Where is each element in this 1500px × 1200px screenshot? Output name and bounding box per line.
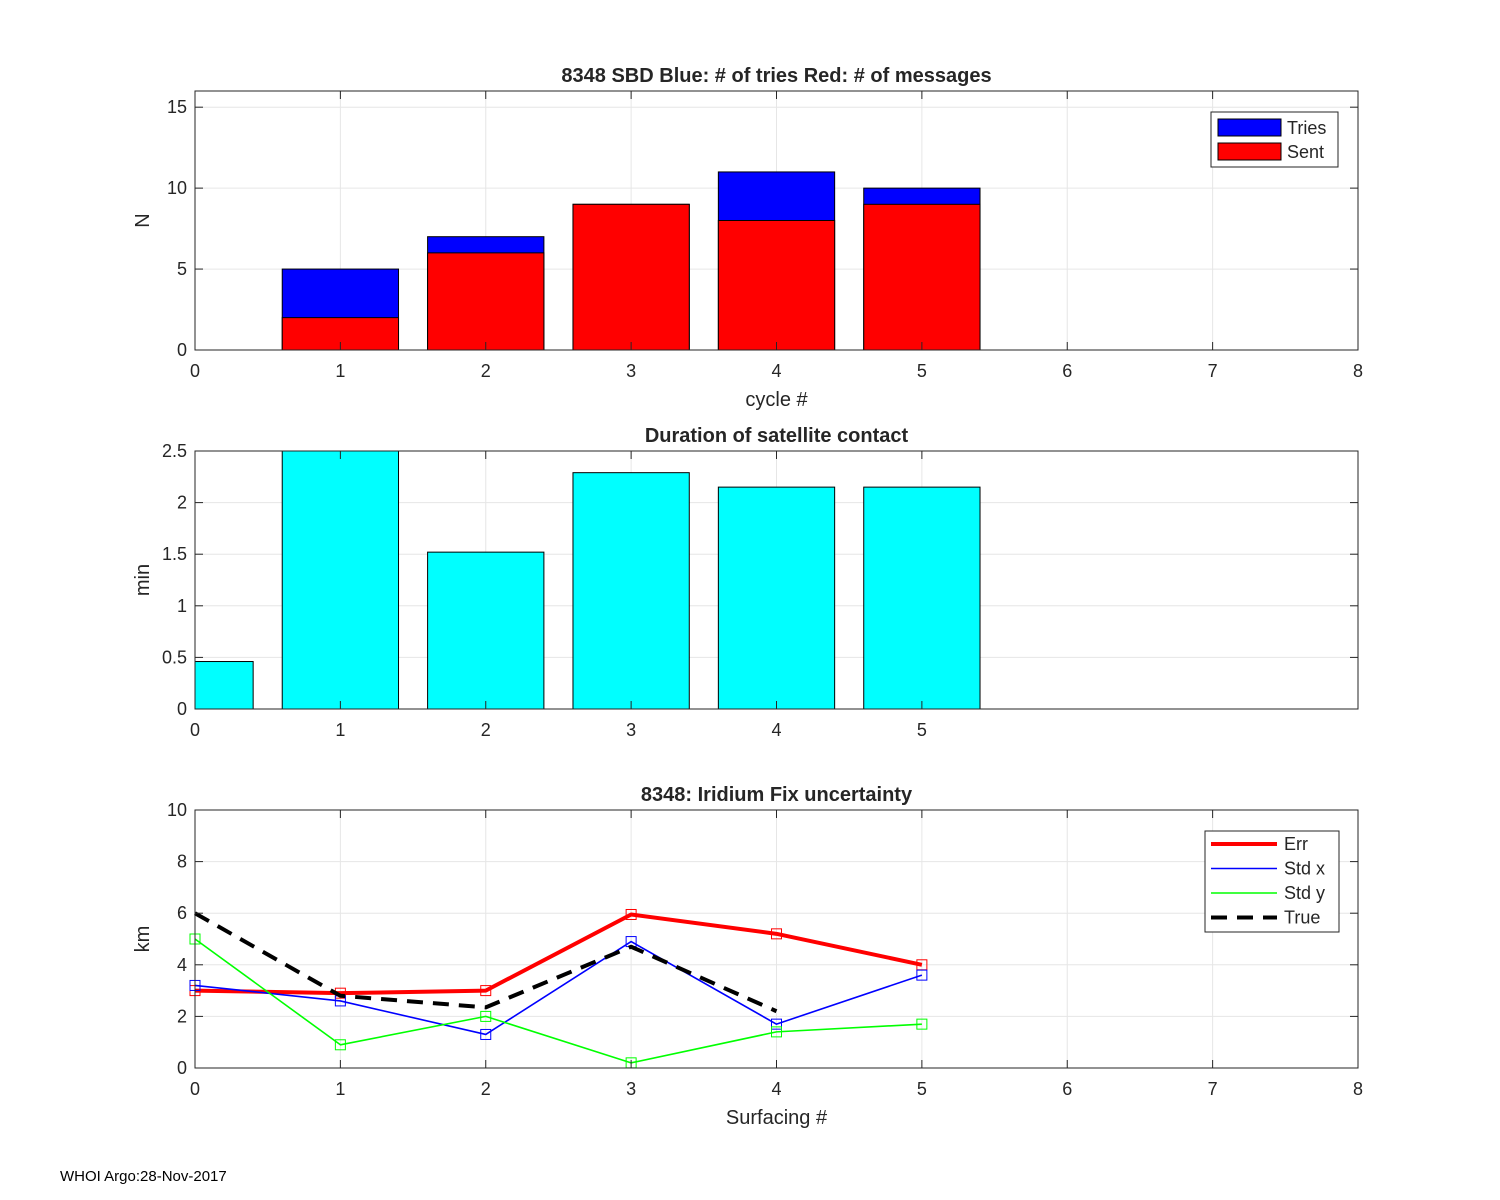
line-err	[194, 912, 923, 996]
bar-duration-cycle-4	[717, 486, 836, 710]
y-tick-label: 1.5	[162, 544, 187, 564]
y-axis-label: N	[132, 213, 154, 227]
x-tick-label: 7	[1208, 361, 1218, 381]
y-tick-label: 4	[177, 955, 187, 975]
legend-label-true: True	[1284, 908, 1320, 928]
x-tick-label: 4	[771, 720, 781, 740]
y-tick-label: 10	[167, 800, 187, 820]
legend-label-err: Err	[1284, 834, 1308, 854]
x-tick-label: 5	[917, 361, 927, 381]
bar-duration-cycle-3	[572, 472, 690, 710]
y-tick-label: 15	[167, 97, 187, 117]
bar-sent-cycle-3	[572, 203, 690, 351]
legend-box	[1204, 830, 1340, 933]
marker-std-x	[480, 1028, 492, 1040]
bar-sent-cycle-2	[427, 252, 545, 351]
legend-label-tries: Tries	[1287, 118, 1326, 138]
x-tick-label: 6	[1062, 361, 1072, 381]
chart-title: 8348 SBD Blue: # of tries Red: # of mess…	[561, 65, 991, 87]
bar-duration-cycle-2	[427, 551, 545, 710]
legend-swatch-sent	[1217, 142, 1282, 161]
y-tick-label: 0	[177, 1058, 187, 1078]
chart-title: Duration of satellite contact	[645, 425, 909, 447]
y-axis-label: min	[132, 564, 154, 596]
x-tick-label: 8	[1353, 1079, 1363, 1099]
x-tick-label: 1	[335, 1079, 345, 1099]
y-tick-label: 6	[177, 903, 187, 923]
marker-std-y	[334, 1039, 346, 1051]
x-tick-label: 1	[335, 720, 345, 740]
y-tick-label: 2	[177, 493, 187, 513]
x-tick-label: 2	[481, 361, 491, 381]
y-tick-label: 5	[177, 259, 187, 279]
marker-err	[771, 928, 782, 940]
y-tick-label: 10	[167, 178, 187, 198]
y-tick-label: 0	[177, 340, 187, 360]
x-tick-label: 3	[626, 1079, 636, 1099]
line-std-y	[194, 938, 922, 1064]
x-tick-label: 3	[626, 720, 636, 740]
marker-err	[625, 908, 637, 920]
chart-title: 8348: Iridium Fix uncertainty	[641, 784, 913, 806]
x-tick-label: 6	[1062, 1079, 1072, 1099]
x-axis-label: cycle #	[745, 389, 808, 411]
bar-duration-cycle-0	[194, 661, 254, 710]
y-tick-label: 0	[177, 699, 187, 719]
x-tick-label: 5	[917, 1079, 927, 1099]
marker-std-x	[916, 969, 928, 981]
legend-label-std-x: Std x	[1284, 859, 1325, 879]
y-tick-label: 0.5	[162, 647, 187, 667]
bar-duration-cycle-5	[863, 486, 981, 710]
x-axis-label: Surfacing #	[726, 1107, 828, 1129]
x-tick-label: 5	[917, 720, 927, 740]
marker-std-y	[771, 1026, 782, 1038]
x-tick-label: 0	[190, 720, 200, 740]
y-tick-label: 2.5	[162, 441, 187, 461]
bar-sent-cycle-4	[717, 220, 836, 351]
x-tick-label: 2	[481, 720, 491, 740]
bar-duration-cycle-1	[281, 450, 400, 710]
footer-text: WHOI Argo:28-Nov-2017	[60, 1168, 227, 1185]
x-tick-label: 7	[1208, 1079, 1218, 1099]
x-tick-label: 0	[190, 361, 200, 381]
legend-label-std-y: Std y	[1284, 883, 1325, 903]
line-std-x	[194, 940, 923, 1036]
x-tick-label: 2	[481, 1079, 491, 1099]
y-tick-label: 8	[177, 852, 187, 872]
marker-std-y	[480, 1010, 492, 1022]
x-tick-label: 8	[1353, 361, 1363, 381]
y-axis-label: km	[132, 926, 154, 953]
y-tick-label: 2	[177, 1006, 187, 1026]
x-tick-label: 4	[771, 1079, 781, 1099]
y-tick-label: 1	[177, 596, 187, 616]
line-true	[194, 911, 778, 1014]
marker-std-x	[771, 1018, 782, 1030]
legend-swatch-tries	[1217, 118, 1282, 137]
x-tick-label: 1	[335, 361, 345, 381]
marker-err	[480, 985, 492, 997]
x-tick-label: 3	[626, 361, 636, 381]
bar-sent-cycle-5	[863, 203, 981, 351]
x-tick-label: 4	[771, 361, 781, 381]
x-tick-label: 0	[190, 1079, 200, 1099]
marker-std-y	[916, 1018, 928, 1030]
legend-label-sent: Sent	[1287, 142, 1324, 162]
